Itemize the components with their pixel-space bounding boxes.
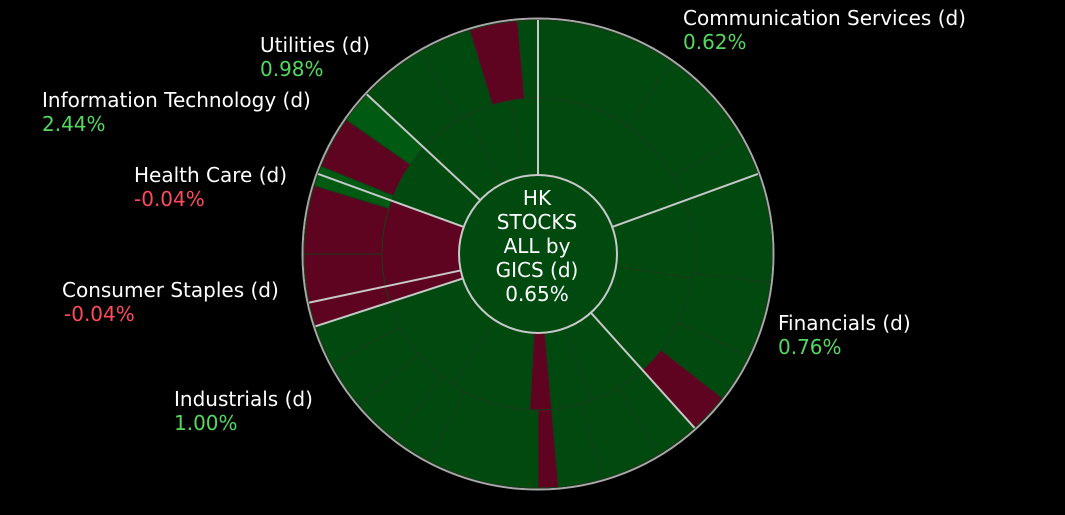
sector-label-health-care[interactable]: Health Care (d) -0.04% — [134, 163, 287, 211]
center-title-line1: HK — [522, 186, 552, 210]
center-title-line4: GICS (d) — [495, 258, 579, 282]
center-label: HK STOCKS ALL by GICS (d) 0.65% — [467, 186, 607, 306]
sector-label-utilities[interactable]: Utilities (d) 0.98% — [260, 33, 370, 81]
sector-label-financials[interactable]: Financials (d) 0.76% — [778, 311, 911, 359]
center-title-line2: STOCKS — [496, 210, 578, 234]
sector-name: Communication Services (d) — [683, 6, 966, 30]
sector-separator — [590, 312, 696, 429]
sector-separator — [315, 277, 464, 328]
sector-name: Health Care (d) — [134, 163, 287, 187]
center-title-line3: ALL by — [503, 234, 571, 258]
sector-name: Consumer Staples (d) — [62, 278, 279, 302]
sector-change: -0.04% — [64, 302, 135, 326]
sector-name: Information Technology (d) — [42, 88, 311, 112]
sector-separator — [317, 173, 465, 228]
sector-name: Utilities (d) — [260, 33, 370, 57]
sector-name: Financials (d) — [778, 311, 911, 335]
sector-change: 0.98% — [260, 57, 324, 81]
sector-change: 0.76% — [778, 335, 842, 359]
sector-change: -0.04% — [134, 187, 205, 211]
sector-name: Industrials (d) — [174, 387, 313, 411]
sector-separator — [366, 93, 481, 201]
outer-ring — [301, 17, 775, 491]
sector-separator — [308, 269, 461, 304]
sector-change: 0.62% — [683, 30, 747, 54]
sector-separator — [611, 173, 759, 228]
sector-label-information-technology[interactable]: Information Technology (d) 2.44% — [42, 88, 311, 136]
center-value: 0.65% — [505, 282, 569, 306]
sector-change: 1.00% — [174, 411, 238, 435]
sector-label-communication-services[interactable]: Communication Services (d) 0.62% — [683, 6, 966, 54]
sector-label-consumer-staples[interactable]: Consumer Staples (d) -0.04% — [62, 278, 279, 326]
sector-change: 2.44% — [42, 112, 106, 136]
sector-label-industrials[interactable]: Industrials (d) 1.00% — [174, 387, 313, 435]
